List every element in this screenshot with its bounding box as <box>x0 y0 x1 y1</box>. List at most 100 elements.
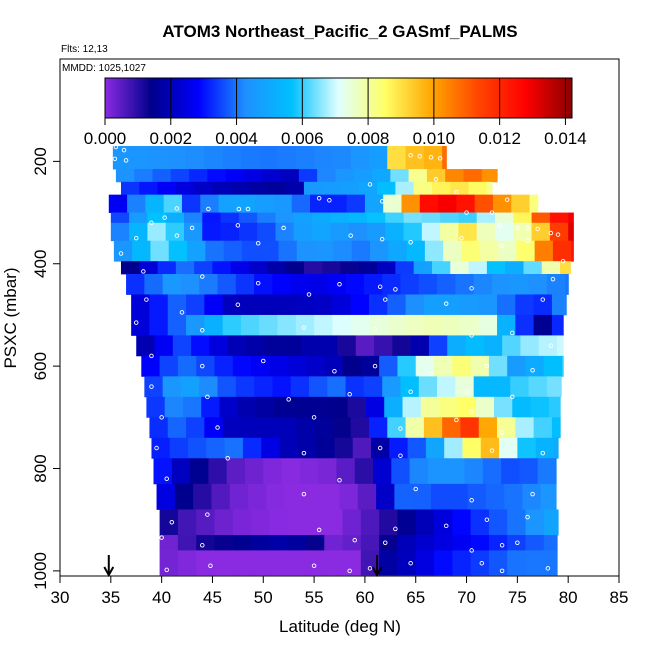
heatmap-cell <box>324 535 344 551</box>
data-point <box>123 158 129 163</box>
heatmap-cell <box>259 314 279 336</box>
data-point <box>454 189 459 195</box>
heatmap-cell <box>421 222 441 242</box>
heatmap-cell <box>167 417 187 439</box>
heatmap-cell <box>237 396 257 418</box>
heatmap-cell <box>175 261 195 275</box>
heatmap-cell <box>430 483 450 510</box>
heatmap-cell <box>147 222 167 242</box>
heatmap-cell <box>403 222 423 242</box>
heatmap-cell <box>474 194 494 213</box>
heatmap-cell <box>263 458 283 485</box>
data-point <box>367 566 373 571</box>
heatmap-cell <box>523 261 543 275</box>
heatmap-cell <box>251 550 270 576</box>
heatmap-cell <box>442 146 447 170</box>
heatmap-cell <box>397 535 417 551</box>
heatmap-cell <box>383 194 403 213</box>
heatmap-cell <box>507 355 527 377</box>
heatmap-cell <box>507 550 527 576</box>
data-point <box>413 486 418 492</box>
heatmap-cell <box>290 273 310 295</box>
heatmap-cell <box>282 335 302 357</box>
y-axis: 200 400 600 800 1000 <box>31 147 60 590</box>
colorbar <box>104 77 573 119</box>
heatmap-cell <box>415 509 435 536</box>
data-point <box>311 415 317 420</box>
data-point <box>393 526 398 532</box>
heatmap-cell <box>462 437 482 459</box>
heatmap-cell <box>302 483 322 510</box>
heatmap-cell <box>479 240 499 262</box>
heatmap-cell <box>269 509 289 536</box>
heatmap-cell <box>452 550 472 576</box>
heatmap-cell <box>538 335 558 357</box>
heatmap-cell <box>332 314 352 336</box>
heatmap-cell <box>238 222 258 242</box>
heatmap-cell <box>312 222 331 242</box>
heatmap-cell <box>353 169 373 183</box>
heatmap-cell <box>329 396 349 418</box>
heatmap-cell <box>290 376 310 398</box>
heatmap-cell <box>222 417 242 439</box>
data-point <box>437 156 443 161</box>
heatmap-cell <box>204 294 224 316</box>
data-point <box>454 417 459 423</box>
heatmap-cell <box>254 376 274 398</box>
heatmap-cell <box>534 240 554 262</box>
heatmap-cell <box>305 509 325 536</box>
data-point <box>189 225 195 231</box>
colorbar-tick-label: 0.000 <box>84 129 127 148</box>
heatmap-cell <box>517 437 537 459</box>
data-point <box>433 177 439 182</box>
heatmap-cell <box>345 273 365 295</box>
heatmap-cell <box>317 169 337 183</box>
colorbar-tick-label: 0.008 <box>347 129 390 148</box>
heatmap-cell <box>385 222 405 242</box>
heatmap-cell <box>456 194 476 213</box>
data-point <box>352 537 357 543</box>
heatmap-cell <box>460 294 480 316</box>
heatmap-cell <box>211 483 231 510</box>
heatmap-cell <box>366 222 386 242</box>
heatmap-cell <box>287 509 307 536</box>
heatmap-cell <box>159 355 179 377</box>
heatmap-cell <box>186 314 205 336</box>
data-point <box>379 199 385 204</box>
heatmap-cell <box>169 437 189 459</box>
heatmap-cell <box>126 273 145 295</box>
heatmap-cell <box>149 294 169 316</box>
data-point <box>261 358 266 364</box>
heatmap-cell <box>391 458 411 485</box>
data-point <box>347 392 352 397</box>
heatmap-cell <box>257 222 277 242</box>
data-point <box>149 220 154 226</box>
heatmap-cell <box>501 458 520 485</box>
heatmap-cell <box>440 222 460 242</box>
heatmap-cell <box>285 261 305 275</box>
heatmap-cell <box>548 396 561 418</box>
heatmap-cell <box>214 535 234 551</box>
heatmap-cell <box>202 212 222 224</box>
heatmap-cell <box>434 509 453 536</box>
heatmap-cell <box>372 169 391 183</box>
heatmap-cell <box>463 169 483 183</box>
heatmap-cell <box>491 376 511 398</box>
colorbar-tick-label: 0.012 <box>478 129 521 148</box>
heatmap-cell <box>405 146 425 170</box>
x-tick-label: 40 <box>152 588 171 607</box>
heatmap-cell <box>177 509 197 536</box>
heatmap-cell <box>543 509 559 536</box>
heatmap-cell <box>232 550 252 576</box>
x-tick-label: 45 <box>203 588 222 607</box>
data-point <box>377 445 383 451</box>
heatmap-cell <box>488 550 508 576</box>
data-point <box>449 155 454 161</box>
heatmap-cell <box>397 355 417 377</box>
heatmap-cell <box>457 396 477 418</box>
heatmap-cell <box>191 335 211 357</box>
colorbar-tick-label: 0.002 <box>150 129 193 148</box>
heatmap-cell <box>230 181 250 196</box>
heatmap-cell <box>243 169 263 183</box>
heatmap-cell <box>519 458 539 485</box>
